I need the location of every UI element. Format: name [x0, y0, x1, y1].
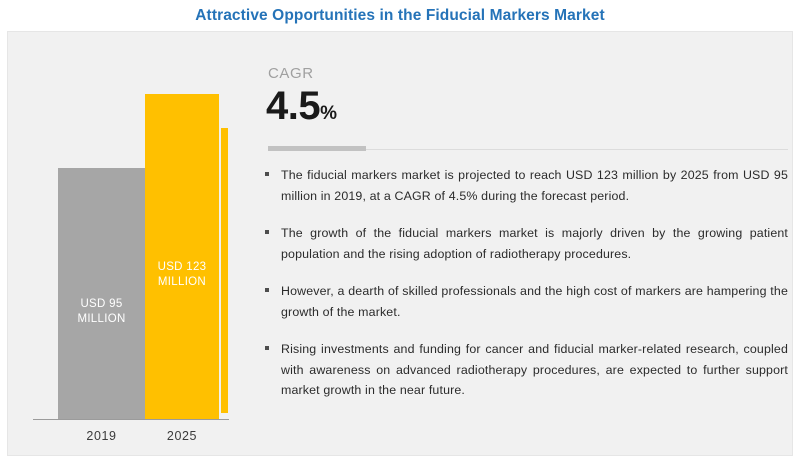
- bar-2019: USD 95 MILLION: [58, 168, 145, 419]
- x-tick-2019: 2019: [86, 429, 117, 443]
- bar-2019-label: USD 95 MILLION: [77, 297, 125, 327]
- list-item-text: The growth of the fiducial markers marke…: [281, 226, 788, 261]
- divider-accent-segment: [268, 146, 366, 151]
- x-axis-line: [33, 419, 229, 420]
- content-panel: USD 95 MILLION USD 123 MILLION 2019 2025…: [7, 31, 793, 456]
- bar-2019-label-line1: USD 95: [80, 297, 123, 310]
- bullet-square-icon: [265, 346, 269, 350]
- bullet-square-icon: [265, 230, 269, 234]
- bullet-list: The fiducial markers market is projected…: [263, 165, 788, 401]
- insights-column: CAGR 4.5% The fiducial markers market is…: [263, 32, 788, 457]
- list-item-text: The fiducial markers market is projected…: [281, 168, 788, 203]
- x-tick-2025: 2025: [166, 429, 198, 443]
- cagr-percent-sign: %: [320, 103, 338, 124]
- list-item: The growth of the fiducial markers marke…: [263, 223, 788, 264]
- list-item-text: However, a dearth of skilled professiona…: [281, 284, 788, 319]
- bar-2025-label-line1: USD 123: [157, 260, 207, 273]
- yellow-accent-stripe: [221, 128, 228, 413]
- bar-2025-label-line2: MILLION: [157, 275, 207, 288]
- bullet-square-icon: [265, 288, 269, 292]
- cagr-number: 4.5: [266, 84, 321, 128]
- list-item: However, a dearth of skilled professiona…: [263, 281, 788, 322]
- divider-line: [268, 149, 788, 150]
- cagr-label: CAGR: [268, 65, 314, 82]
- bar-2025-label: USD 123 MILLION: [158, 260, 207, 290]
- bullet-square-icon: [265, 172, 269, 176]
- list-item: The fiducial markers market is projected…: [263, 165, 788, 206]
- cagr-value: 4.5%: [266, 84, 337, 136]
- bar-chart: USD 95 MILLION USD 123 MILLION 2019 2025: [8, 32, 233, 457]
- bar-2025: USD 123 MILLION: [145, 94, 219, 419]
- bar-2019-label-line2: MILLION: [77, 312, 126, 325]
- list-item-text: Rising investments and funding for cance…: [281, 342, 788, 397]
- list-item: Rising investments and funding for cance…: [263, 339, 788, 401]
- page-title: Attractive Opportunities in the Fiducial…: [195, 7, 605, 24]
